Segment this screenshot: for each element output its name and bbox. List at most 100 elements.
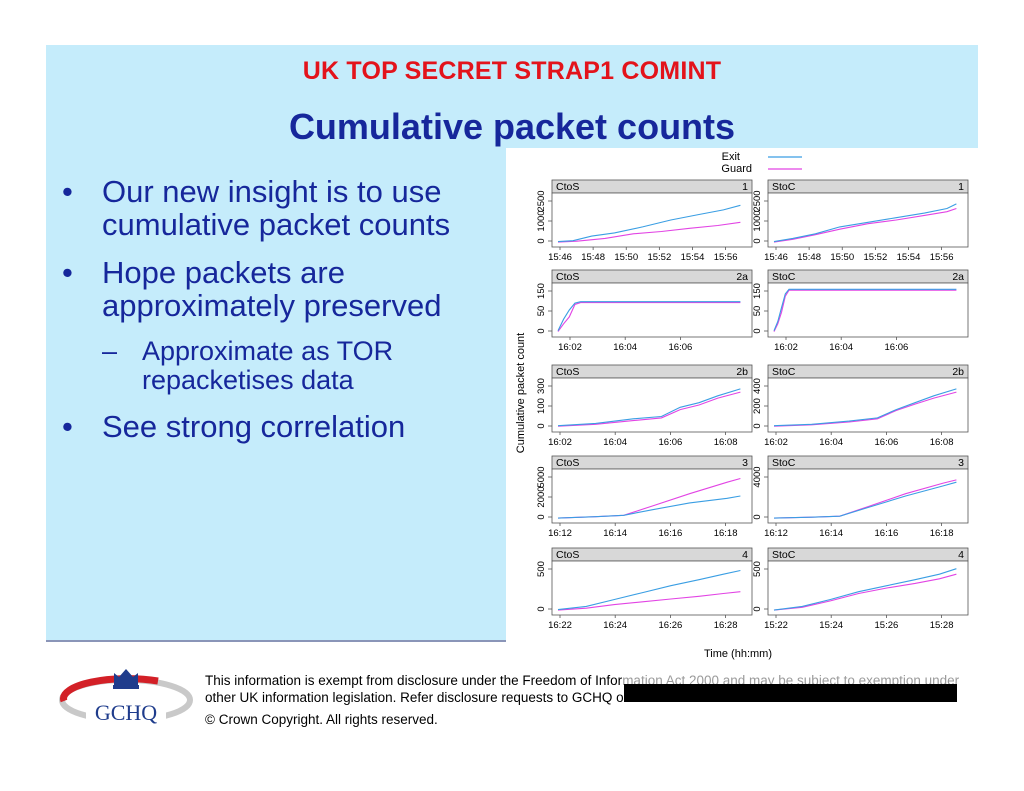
y-tick-label: 200 <box>752 398 763 414</box>
y-tick-label: 5000 <box>536 466 547 487</box>
y-tick-label: 1000 <box>752 210 763 231</box>
legend-label-guard: Guard <box>721 163 752 175</box>
panel-plot-frame <box>767 282 969 338</box>
x-tick-label: 15:56 <box>930 252 954 263</box>
x-tick-label: 16:04 <box>829 342 853 353</box>
series-line-exit <box>773 481 957 519</box>
y-tick-label: 0 <box>752 328 763 333</box>
y-tick-label: 150 <box>752 283 763 299</box>
series-line-exit <box>773 388 957 427</box>
y-tick-label: 50 <box>536 306 547 317</box>
bullet-item: • See strong correlation <box>62 410 492 443</box>
copyright-text: © Crown Copyright. All rights reserved. <box>205 712 438 727</box>
x-tick-label: 15:54 <box>897 252 921 263</box>
panel-header <box>551 179 753 194</box>
y-axis-label: Cumulative packet count <box>515 333 527 453</box>
x-tick-label: 16:02 <box>558 342 582 353</box>
y-tick-label: 2500 <box>752 190 763 211</box>
panel-plot-frame <box>767 192 969 248</box>
sub-bullet-dash: – <box>102 336 118 366</box>
sub-bullet-text: Approximate as TOR repacketises data <box>142 336 394 395</box>
x-tick-label: 16:06 <box>875 437 899 448</box>
y-tick-label: 2000 <box>536 486 547 507</box>
panel-direction-label: StoC <box>772 181 796 193</box>
x-tick-label: 16:24 <box>603 620 627 631</box>
y-tick-label: 0 <box>752 514 763 519</box>
panel-header <box>767 364 969 379</box>
bullet-dot: • <box>62 174 73 209</box>
y-tick-label: 0 <box>752 238 763 243</box>
panel-index-label: 2a <box>952 271 964 283</box>
y-tick-label: 100 <box>536 398 547 414</box>
bullet-text: Hope packets are approximately preserved <box>102 255 442 323</box>
panel-header <box>767 455 969 470</box>
gchq-logo: GCHQ <box>59 669 193 725</box>
series-line-guard <box>557 391 741 427</box>
bullet-dot: • <box>62 409 73 444</box>
y-tick-label: 2500 <box>536 190 547 211</box>
x-tick-label: 15:24 <box>819 620 843 631</box>
panel-direction-label: CtoS <box>556 549 579 561</box>
x-tick-label: 16:06 <box>885 342 909 353</box>
x-tick-label: 16:14 <box>603 528 627 539</box>
series-line-guard <box>557 302 741 332</box>
x-tick-label: 16:18 <box>930 528 954 539</box>
series-line-exit <box>773 288 957 331</box>
panel-index-label: 1 <box>958 181 964 193</box>
y-tick-label: 150 <box>536 283 547 299</box>
y-tick-label: 1000 <box>536 210 547 231</box>
series-line-guard <box>773 391 957 427</box>
series-line-guard <box>773 207 957 243</box>
x-tick-label: 15:50 <box>614 252 638 263</box>
x-tick-label: 16:06 <box>669 342 693 353</box>
x-tick-label: 16:16 <box>659 528 683 539</box>
x-axis-label: Time (hh:mm) <box>704 648 772 660</box>
x-tick-label: 16:02 <box>764 437 788 448</box>
sub-bullet-item: – Approximate as TOR repacketises data <box>102 337 492 395</box>
bullet-item: • Our new insight is to use cumulative p… <box>62 175 492 241</box>
packet-count-chart: Exit Guard Cumulative packet count Time (hh… <box>506 148 978 664</box>
y-tick-label: 300 <box>536 378 547 394</box>
panel-direction-label: StoC <box>772 366 796 378</box>
x-tick-label: 16:04 <box>603 437 627 448</box>
x-tick-label: 16:12 <box>548 528 572 539</box>
x-tick-label: 15:54 <box>681 252 705 263</box>
x-tick-label: 15:50 <box>830 252 854 263</box>
series-line-guard <box>557 221 741 243</box>
panel-header <box>551 364 753 379</box>
y-tick-label: 0 <box>536 328 547 333</box>
series-line-guard <box>557 591 741 611</box>
bullet-text: Our new insight is to use cumulative pac… <box>102 174 451 242</box>
foi-notice-line1a: This information is exempt from disclosu… <box>205 673 623 688</box>
panel-index-label: 2b <box>736 366 748 378</box>
x-tick-label: 16:14 <box>819 528 843 539</box>
panel-header <box>551 455 753 470</box>
y-tick-label: 4000 <box>752 466 763 487</box>
slide-title: Cumulative packet counts <box>288 106 736 147</box>
x-tick-label: 15:52 <box>647 252 671 263</box>
y-tick-label: 0 <box>536 423 547 428</box>
series-line-guard <box>773 573 957 611</box>
panel-direction-label: CtoS <box>556 181 579 193</box>
panel-plot-frame <box>551 468 753 524</box>
y-tick-label: 0 <box>536 514 547 519</box>
x-tick-label: 16:28 <box>714 620 738 631</box>
x-tick-label: 16:18 <box>714 528 738 539</box>
series-line-exit <box>773 203 957 243</box>
y-tick-label: 0 <box>752 606 763 611</box>
x-tick-label: 15:28 <box>930 620 954 631</box>
panel-header <box>767 179 969 194</box>
y-tick-label: 50 <box>752 306 763 317</box>
panel-header <box>767 547 969 562</box>
legend-label-exit: Exit <box>722 151 740 163</box>
panel-header <box>551 269 753 284</box>
x-tick-label: 15:26 <box>875 620 899 631</box>
x-tick-label: 16:04 <box>613 342 637 353</box>
x-tick-label: 15:48 <box>581 252 605 263</box>
panel-direction-label: StoC <box>772 271 796 283</box>
panel-index-label: 4 <box>742 549 748 561</box>
panel-direction-label: StoC <box>772 457 796 469</box>
x-tick-label: 16:16 <box>875 528 899 539</box>
y-tick-label: 0 <box>752 423 763 428</box>
